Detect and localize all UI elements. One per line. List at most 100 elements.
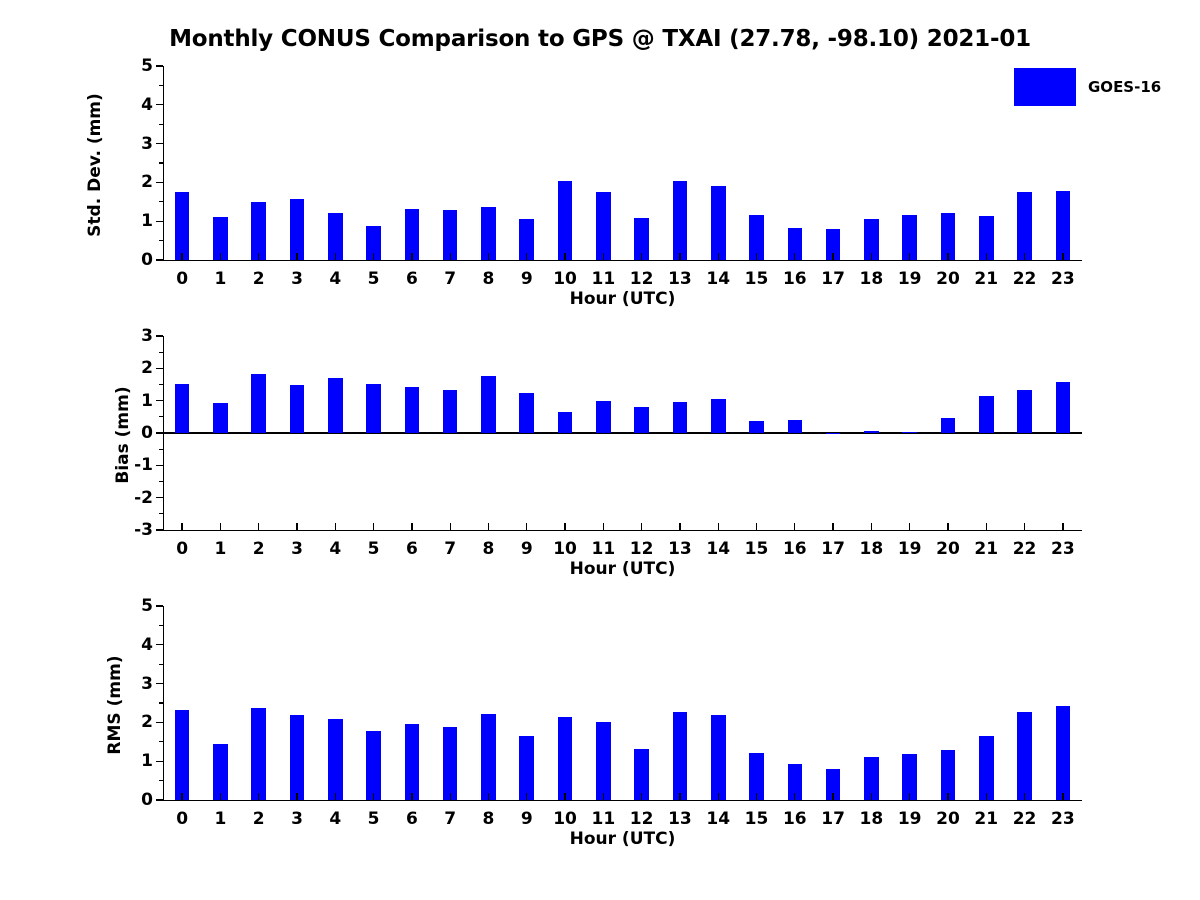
- y-axis-label-bias: Bias (mm): [113, 386, 133, 484]
- x-tick-label-std-dev-8: 8: [482, 269, 495, 289]
- x-tick-bias: [832, 523, 834, 530]
- y-tick-std-dev: [156, 142, 163, 145]
- x-tick-std-dev: [755, 253, 758, 260]
- bar-rms-hour-19: [902, 753, 917, 800]
- x-tick-label-std-dev-16: 16: [782, 269, 807, 289]
- x-tick-std-dev: [794, 253, 796, 260]
- bar-bias-hour-21: [978, 396, 994, 433]
- bar-rms-hour-14: [710, 715, 726, 800]
- y-axis-line-bias: [163, 336, 165, 530]
- bar-std-dev-hour-1: [213, 216, 228, 260]
- x-tick-std-dev: [411, 253, 413, 260]
- x-tick-std-dev: [947, 253, 949, 260]
- bar-std-dev-hour-11: [596, 192, 611, 260]
- x-tick-bias: [181, 523, 183, 530]
- x-tick-label-bias-16: 16: [782, 539, 807, 559]
- y-tick-rms: [156, 721, 163, 724]
- x-tick-std-dev: [181, 253, 183, 260]
- x-tick-label-rms-2: 2: [252, 809, 265, 829]
- x-tick-label-rms-7: 7: [444, 809, 457, 829]
- bar-rms-hour-20: [940, 749, 956, 800]
- plot-area-std-dev: 0 1 2 3 4 5 0 1 2 3 4 5 6 7 8 9 10 11 12 13 14 15 16 17 18 19 20 21…: [141, 56, 1082, 289]
- y-tick-std-dev: [156, 181, 163, 184]
- x-tick-label-bias-10: 10: [553, 539, 577, 559]
- x-tick-label-std-dev-4: 4: [329, 269, 342, 289]
- x-tick-label-rms-3: 3: [291, 809, 303, 829]
- plot-area-bias: -3 -2 -1 0 1 2 3 0 1 2 3 4 5 6 7 8 9 10 11 12 13 14 15 16 17 18 19…: [134, 326, 1082, 559]
- x-tick-std-dev: [1023, 253, 1026, 260]
- legend-color-swatch-goes16: [1014, 68, 1076, 106]
- bar-std-dev-hour-3: [289, 198, 305, 260]
- bar-bias-hour-0: [174, 383, 190, 433]
- x-tick-rms: [526, 793, 528, 800]
- x-tick-label-std-dev-13: 13: [668, 269, 692, 289]
- x-tick-label-rms-0: 0: [176, 809, 189, 829]
- x-tick-label-rms-8: 8: [482, 809, 495, 829]
- x-tick-bias: [564, 523, 566, 530]
- y-axis-label-std-dev: Std. Dev. (mm): [85, 93, 105, 237]
- y-minor-tick-rms: [159, 663, 163, 665]
- y-tick-label-bias: -3: [134, 520, 153, 540]
- bar-bias-hour-20: [940, 418, 956, 433]
- x-tick-label-bias-21: 21: [974, 539, 999, 559]
- x-axis-line-rms: [163, 800, 1082, 802]
- x-tick-bias: [449, 523, 451, 530]
- x-tick-label-std-dev-12: 12: [629, 269, 654, 289]
- x-tick-label-rms-23: 23: [1051, 809, 1075, 829]
- x-tick-label-bias-15: 15: [744, 539, 769, 559]
- x-tick-rms: [296, 793, 298, 800]
- x-axis-line-std-dev: [163, 260, 1082, 262]
- x-tick-label-std-dev-18: 18: [859, 269, 884, 289]
- bar-std-dev-hour-18: [864, 218, 879, 260]
- x-tick-label-std-dev-22: 22: [1012, 269, 1037, 289]
- x-tick-label-bias-6: 6: [405, 539, 418, 559]
- x-tick-rms: [411, 793, 413, 800]
- x-tick-bias: [219, 523, 222, 530]
- x-tick-label-std-dev-1: 1: [214, 269, 227, 289]
- bar-bias-hour-7: [442, 389, 458, 433]
- x-tick-std-dev: [526, 253, 528, 260]
- y-axis-label-rms: RMS (mm): [105, 655, 125, 755]
- x-tick-std-dev: [870, 253, 873, 260]
- bar-std-dev-hour-12: [634, 218, 649, 260]
- x-tick-label-bias-18: 18: [859, 539, 884, 559]
- y-tick-label-rms: 1: [141, 751, 153, 772]
- x-tick-std-dev: [832, 253, 834, 260]
- x-tick-label-bias-14: 14: [706, 539, 731, 559]
- bar-bias-hour-11: [596, 401, 611, 433]
- x-tick-label-bias-12: 12: [629, 539, 654, 559]
- y-minor-tick-rms: [159, 741, 163, 743]
- x-tick-label-rms-18: 18: [859, 809, 884, 829]
- x-tick-label-std-dev-19: 19: [897, 269, 922, 289]
- bar-bias-hour-2: [251, 374, 266, 433]
- y-tick-rms: [156, 682, 163, 685]
- x-tick-rms: [909, 793, 911, 800]
- y-minor-tick-bias: [159, 351, 163, 353]
- y-tick-std-dev: [156, 220, 163, 222]
- x-tick-bias: [870, 523, 873, 530]
- y-minor-tick-std-dev: [159, 123, 163, 125]
- zero-line-bias: [163, 432, 1082, 434]
- x-tick-std-dev: [219, 253, 222, 260]
- x-tick-label-rms-16: 16: [782, 809, 807, 829]
- y-tick-bias: [156, 529, 163, 531]
- bar-std-dev-hour-17: [825, 228, 841, 260]
- subplot-bias: -3 -2 -1 0 1 2 3 0 1 2 3 4 5 6 7 8 9 10 11 12 13 14 15 16 17 18 19…: [134, 326, 1082, 559]
- x-tick-std-dev: [602, 253, 604, 260]
- bar-bias-hour-10: [557, 412, 573, 433]
- y-tick-label-bias: 0: [141, 423, 153, 443]
- y-minor-tick-bias: [159, 383, 163, 386]
- y-minor-tick-std-dev: [159, 162, 163, 164]
- bar-rms-hour-5: [366, 731, 381, 800]
- x-tick-label-std-dev-3: 3: [291, 269, 303, 289]
- x-tick-bias: [526, 523, 528, 530]
- bar-std-dev-hour-20: [940, 213, 956, 260]
- x-tick-label-rms-12: 12: [629, 809, 654, 829]
- bar-std-dev-hour-8: [481, 207, 496, 260]
- figure-title: Monthly CONUS Comparison to GPS @ TXAI (…: [169, 26, 1031, 52]
- bar-std-dev-hour-9: [519, 219, 535, 260]
- y-tick-bias: [156, 432, 163, 434]
- bar-bias-hour-3: [289, 385, 305, 433]
- y-axis-line-rms: [163, 606, 165, 800]
- x-tick-bias: [755, 523, 758, 530]
